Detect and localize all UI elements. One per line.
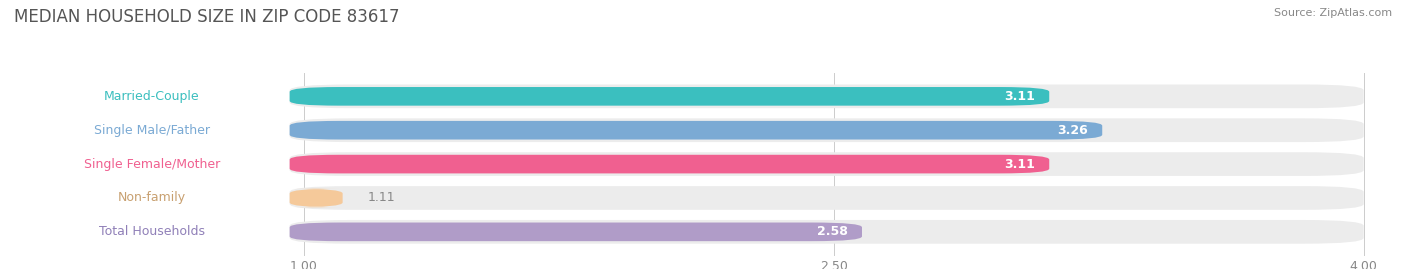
Text: 2.58: 2.58 [817,225,848,238]
FancyBboxPatch shape [290,220,1364,244]
FancyBboxPatch shape [18,187,285,208]
FancyBboxPatch shape [290,87,1049,106]
FancyBboxPatch shape [18,86,285,107]
FancyBboxPatch shape [18,120,285,141]
FancyBboxPatch shape [290,222,862,241]
FancyBboxPatch shape [290,189,343,207]
Text: Married-Couple: Married-Couple [104,90,200,103]
FancyBboxPatch shape [290,84,1364,108]
FancyBboxPatch shape [290,186,1364,210]
Text: Single Female/Mother: Single Female/Mother [84,158,219,171]
Text: Total Households: Total Households [98,225,205,238]
FancyBboxPatch shape [18,221,285,242]
FancyBboxPatch shape [290,152,1364,176]
Text: Single Male/Father: Single Male/Father [94,124,209,137]
Text: 1.11: 1.11 [367,192,395,204]
Text: Non-family: Non-family [118,192,186,204]
Text: 3.26: 3.26 [1057,124,1088,137]
FancyBboxPatch shape [290,121,1102,140]
FancyBboxPatch shape [290,118,1364,142]
Text: 3.11: 3.11 [1004,158,1035,171]
FancyBboxPatch shape [290,155,1049,174]
Text: 3.11: 3.11 [1004,90,1035,103]
FancyBboxPatch shape [18,154,285,175]
Text: Source: ZipAtlas.com: Source: ZipAtlas.com [1274,8,1392,18]
Text: MEDIAN HOUSEHOLD SIZE IN ZIP CODE 83617: MEDIAN HOUSEHOLD SIZE IN ZIP CODE 83617 [14,8,399,26]
